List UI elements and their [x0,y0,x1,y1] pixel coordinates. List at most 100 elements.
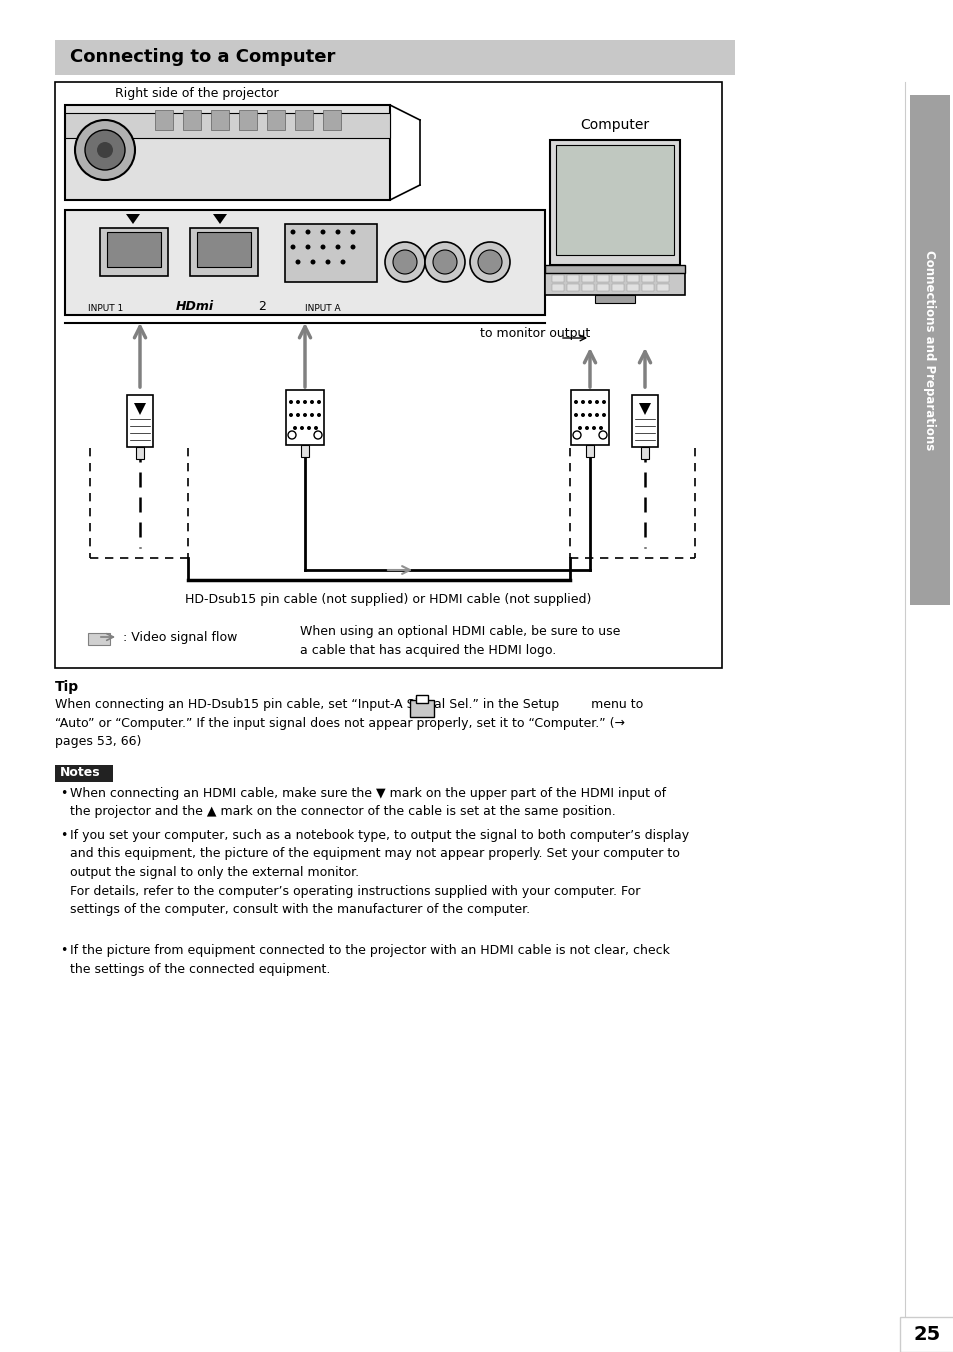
Circle shape [592,426,596,430]
Circle shape [477,250,501,274]
Circle shape [314,431,322,439]
Bar [55,765,112,781]
Bar [640,448,648,458]
Text: INPUT 1: INPUT 1 [88,304,123,314]
Circle shape [305,245,310,250]
Bar [55,41,734,74]
Text: Notes: Notes [60,767,100,780]
Bar [323,110,340,130]
Circle shape [97,142,112,158]
Circle shape [335,245,340,250]
Text: HDmi: HDmi [175,300,213,314]
Bar [595,295,635,303]
Bar [65,105,390,200]
Circle shape [320,230,325,234]
Circle shape [385,242,424,283]
Bar [211,110,229,130]
Bar [657,284,668,291]
Bar [612,274,623,283]
Bar [88,633,110,645]
Circle shape [424,242,464,283]
Circle shape [291,245,295,250]
Bar [626,274,639,283]
Bar [550,141,679,265]
Bar [552,274,563,283]
Bar [286,389,324,445]
Circle shape [316,412,320,416]
Text: to monitor output: to monitor output [479,327,590,339]
Circle shape [574,400,578,404]
Circle shape [295,400,299,404]
Circle shape [295,260,300,265]
Circle shape [288,431,295,439]
Text: : Video signal flow: : Video signal flow [123,630,237,644]
Circle shape [393,250,416,274]
Bar [100,228,168,276]
Bar [581,274,594,283]
Text: •: • [60,944,68,957]
Circle shape [601,400,605,404]
Circle shape [595,412,598,416]
Bar [631,395,658,448]
Text: Computer: Computer [579,118,649,132]
Circle shape [310,412,314,416]
Bar [556,145,673,256]
Text: Tip: Tip [55,680,79,694]
Circle shape [289,400,293,404]
Circle shape [601,412,605,416]
Circle shape [295,412,299,416]
Circle shape [303,412,307,416]
Bar [267,110,285,130]
Circle shape [314,426,317,430]
Bar [899,1317,953,1352]
Circle shape [595,400,598,404]
Circle shape [598,426,602,430]
Text: •: • [60,787,68,800]
Circle shape [470,242,510,283]
Polygon shape [133,403,146,415]
Text: When using an optional HDMI cable, be sure to use
a cable that has acquired the : When using an optional HDMI cable, be su… [299,625,619,657]
Text: Connections and Preparations: Connections and Preparations [923,250,936,450]
Bar [571,389,608,445]
Circle shape [307,426,311,430]
Bar [127,395,152,448]
Bar [597,274,608,283]
Text: 25: 25 [912,1325,940,1344]
Circle shape [340,260,345,265]
Bar [416,695,428,703]
Circle shape [305,230,310,234]
Bar [301,445,309,457]
Circle shape [316,400,320,404]
Bar [544,265,684,273]
Bar [626,284,639,291]
Circle shape [310,260,315,265]
Bar [566,284,578,291]
Bar [239,110,256,130]
Bar [585,445,594,457]
Bar [183,110,201,130]
Bar [612,284,623,291]
Text: If the picture from equipment connected to the projector with an HDMI cable is n: If the picture from equipment connected … [70,944,669,976]
Circle shape [574,412,578,416]
Bar [107,233,161,266]
Circle shape [584,426,588,430]
Text: Right side of the projector: Right side of the projector [115,87,278,100]
Circle shape [580,400,584,404]
Bar [294,110,313,130]
Circle shape [320,245,325,250]
Text: •: • [60,829,68,842]
Circle shape [289,412,293,416]
Bar [55,82,721,668]
Polygon shape [639,403,650,415]
Bar [196,233,251,266]
Text: 2: 2 [257,300,266,314]
Circle shape [350,245,355,250]
Bar [581,284,594,291]
Text: When connecting an HDMI cable, make sure the ▼ mark on the upper part of the HDM: When connecting an HDMI cable, make sure… [70,787,665,818]
Text: HD-Dsub15 pin cable (not supplied) or HDMI cable (not supplied): HD-Dsub15 pin cable (not supplied) or HD… [185,594,591,606]
Bar [65,114,390,138]
Bar [285,224,376,283]
Circle shape [587,412,592,416]
Bar [566,274,578,283]
Circle shape [310,400,314,404]
